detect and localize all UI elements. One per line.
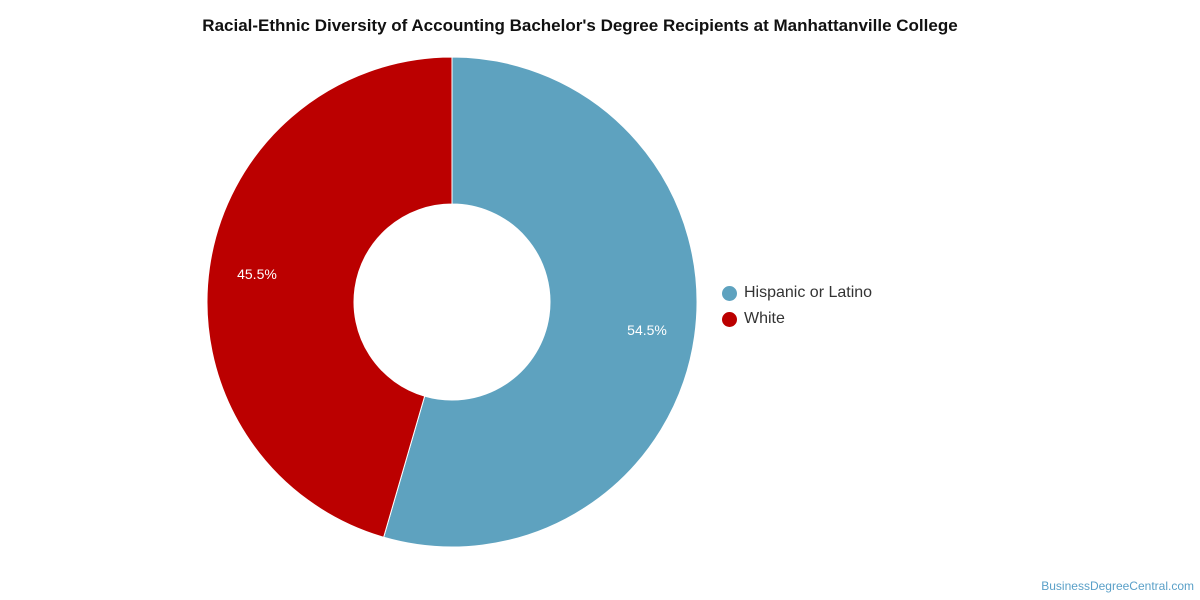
donut-slice-white[interactable]	[206, 56, 453, 538]
slice-label-hispanic-or-latino: 54.5%	[627, 322, 667, 338]
slice-label-group: 54.5% 45.5%	[237, 266, 667, 338]
legend: Hispanic or Latino White	[722, 280, 872, 332]
slice-group	[206, 56, 698, 548]
legend-swatch-hispanic-or-latino	[722, 285, 737, 301]
legend-swatch-white	[722, 311, 737, 327]
legend-item-white[interactable]: White	[722, 306, 872, 332]
donut-slice-hispanic-or-latino[interactable]	[383, 56, 698, 548]
legend-item-hispanic-or-latino[interactable]: Hispanic or Latino	[722, 280, 872, 306]
legend-label-hispanic-or-latino: Hispanic or Latino	[744, 284, 873, 301]
chart-title: Racial-Ethnic Diversity of Accounting Ba…	[202, 16, 958, 35]
legend-label-white: White	[744, 310, 785, 327]
slice-label-white: 45.5%	[237, 266, 277, 282]
watermark-link[interactable]: BusinessDegreeCentral.com	[1041, 579, 1194, 593]
